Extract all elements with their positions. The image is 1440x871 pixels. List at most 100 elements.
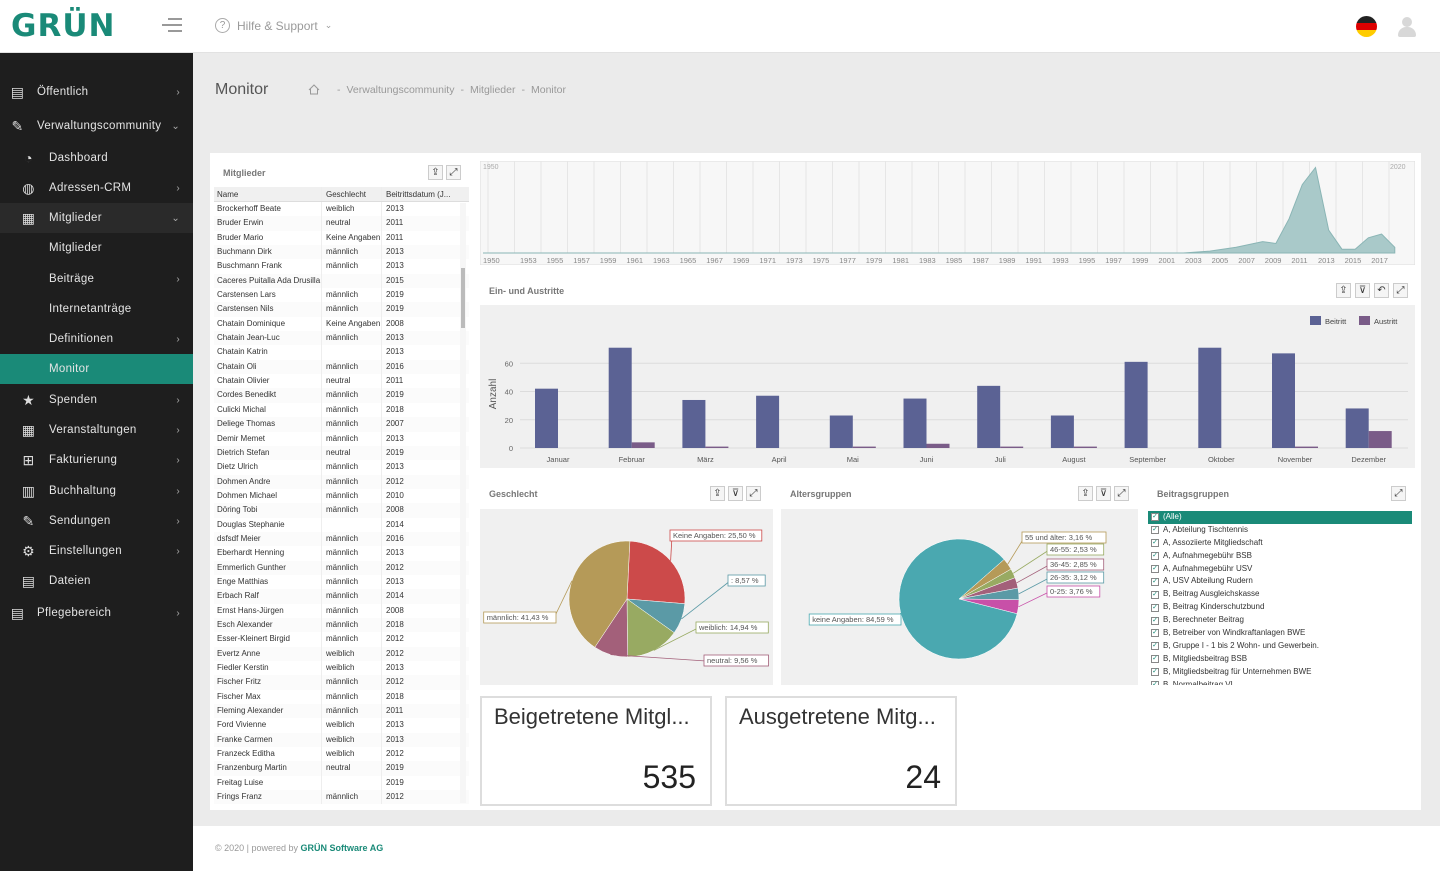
table-row[interactable]: Döring Tobi männlich 2008 bbox=[214, 503, 469, 518]
checkbox[interactable]: ✓ bbox=[1151, 526, 1159, 535]
table-row[interactable]: Deliege Thomas männlich 2007 bbox=[214, 417, 469, 432]
list-item[interactable]: ✓ (Alle) bbox=[1148, 511, 1412, 524]
sidebar-item-buchhaltung[interactable]: ▥ Buchhaltung › bbox=[0, 476, 193, 506]
sidebar-item-definitionen[interactable]: Definitionen › bbox=[0, 324, 193, 354]
table-row[interactable]: Evertz Anne weiblich 2012 bbox=[214, 646, 469, 661]
list-item[interactable]: ✓ B, Mitgliedsbeitrag für Unternehmen BWE bbox=[1148, 666, 1412, 679]
table-row[interactable]: Caceres Puitalla Ada Drusilla 2015 bbox=[214, 273, 469, 289]
table-row[interactable]: Bruder Erwin neutral 2011 bbox=[214, 216, 469, 231]
left-members-card[interactable]: Ausgetretene Mitg... 24 bbox=[725, 696, 957, 806]
table-row[interactable]: Erbach Ralf männlich 2014 bbox=[214, 589, 469, 604]
table-row[interactable]: Franke Carmen weiblich 2013 bbox=[214, 732, 469, 748]
list-item[interactable]: ✓ B, Normalbeitrag VL bbox=[1148, 679, 1412, 685]
table-row[interactable]: Franzenburg Martin neutral 2019 bbox=[214, 761, 469, 776]
column-header-entry-date[interactable]: Beitrittsdatum (J... bbox=[386, 190, 451, 199]
fullscreen-icon[interactable]: ⤢ bbox=[446, 165, 461, 180]
table-row[interactable]: Frings Franz männlich 2012 bbox=[214, 790, 469, 805]
table-row[interactable]: Dohmen Michael männlich 2010 bbox=[214, 488, 469, 504]
filter-icon[interactable]: ⊽ bbox=[1355, 283, 1370, 298]
checkbox[interactable]: ✓ bbox=[1151, 616, 1159, 625]
table-row[interactable]: Demir Memet männlich 2013 bbox=[214, 431, 469, 446]
home-icon[interactable] bbox=[308, 84, 320, 95]
checkbox[interactable]: ✓ bbox=[1151, 642, 1159, 651]
sidebar-item-pflegebereich[interactable]: ▤ Pflegebereich › bbox=[0, 598, 193, 628]
grid-scrollbar[interactable] bbox=[460, 203, 466, 803]
table-row[interactable]: Ford Vivienne weiblich 2013 bbox=[214, 718, 469, 733]
table-row[interactable]: Chatain Jean-Luc männlich 2013 bbox=[214, 331, 469, 346]
table-row[interactable]: Franzeck Editha weiblich 2012 bbox=[214, 747, 469, 762]
export-icon[interactable]: ⇪ bbox=[428, 165, 443, 180]
column-header-name[interactable]: Name bbox=[214, 187, 322, 201]
table-row[interactable]: dsfsdf Meier männlich 2016 bbox=[214, 531, 469, 547]
age-pie-chart[interactable]: 55 und älter: 3,16 % 46-55: 2,53 % 36-45: … bbox=[781, 509, 1138, 685]
fullscreen-icon[interactable]: ⤢ bbox=[1114, 486, 1129, 501]
column-header-gender[interactable]: Geschlecht bbox=[322, 187, 382, 201]
checkbox[interactable]: ✓ bbox=[1151, 590, 1159, 599]
sidebar-item-sendungen[interactable]: ✎ Sendungen › bbox=[0, 506, 193, 536]
table-row[interactable]: Dietrich Stefan neutral 2019 bbox=[214, 445, 469, 461]
sidebar-item-dashboard[interactable]: ◔ Dashboard bbox=[0, 143, 193, 173]
list-item[interactable]: ✓ B, Mitgliedsbeitrag BSB bbox=[1148, 653, 1412, 666]
sidebar-item-mitglieder[interactable]: ▦ Mitglieder ⌄ bbox=[0, 203, 193, 233]
sidebar-item-veranstaltungen[interactable]: ▦ Veranstaltungen › bbox=[0, 415, 193, 445]
table-row[interactable]: Carstensen Lars männlich 2019 bbox=[214, 288, 469, 303]
table-row[interactable]: Dietz Ulrich männlich 2013 bbox=[214, 460, 469, 475]
export-icon[interactable]: ⇪ bbox=[710, 486, 725, 501]
checkbox[interactable]: ✓ bbox=[1151, 655, 1159, 664]
list-item[interactable]: ✓ A, Assoziierte Mitgliedschaft bbox=[1148, 537, 1412, 550]
table-row[interactable]: Fischer Max männlich 2018 bbox=[214, 689, 469, 705]
table-row[interactable]: Chatain Oli männlich 2016 bbox=[214, 359, 469, 375]
sidebar-item-fakturierung[interactable]: ⊞ Fakturierung › bbox=[0, 445, 193, 475]
list-item[interactable]: ✓ B, Beitrag Ausgleichskasse bbox=[1148, 588, 1412, 601]
table-row[interactable]: Douglas Stephanie 2014 bbox=[214, 517, 469, 532]
breadcrumb-item[interactable]: Monitor bbox=[531, 84, 567, 96]
sidebar-item-dateien[interactable]: ▤ Dateien bbox=[0, 566, 193, 596]
list-item[interactable]: ✓ A, Aufnahmegebühr USV bbox=[1148, 563, 1412, 576]
checkbox[interactable]: ✓ bbox=[1151, 513, 1159, 522]
logo[interactable]: GRÜN bbox=[11, 8, 116, 44]
fullscreen-icon[interactable]: ⤢ bbox=[746, 486, 761, 501]
gender-pie-chart[interactable]: Keine Angaben: 25,50 %: 8,57 % weiblich: … bbox=[480, 509, 773, 685]
table-row[interactable]: Esch Alexander männlich 2018 bbox=[214, 617, 469, 633]
sidebar-item-internetanträge[interactable]: Internetanträge bbox=[0, 294, 193, 324]
export-icon[interactable]: ⇪ bbox=[1078, 486, 1093, 501]
list-item[interactable]: ✓ B, Betreiber von Windkraftanlagen BWE bbox=[1148, 627, 1412, 640]
sidebar-item-adressen-crm[interactable]: ◍ Adressen-CRM › bbox=[0, 173, 193, 203]
table-row[interactable]: Emmerlich Gunther männlich 2012 bbox=[214, 560, 469, 575]
table-row[interactable]: Esser-Kleinert Birgid männlich 2012 bbox=[214, 632, 469, 647]
german-flag-icon[interactable] bbox=[1356, 16, 1377, 37]
checkbox[interactable]: ✓ bbox=[1151, 577, 1159, 586]
table-row[interactable]: Chatain Katrin 2013 bbox=[214, 345, 469, 360]
table-row[interactable]: Enge Matthias männlich 2013 bbox=[214, 574, 469, 590]
table-row[interactable]: Bruder Mario Keine Angaben 2011 bbox=[214, 230, 469, 246]
fullscreen-icon[interactable]: ⤢ bbox=[1393, 283, 1408, 298]
list-item[interactable]: ✓ B, Gruppe I - 1 bis 2 Wohn- und Gewerbe… bbox=[1148, 640, 1412, 653]
table-row[interactable]: Chatain Dominique Keine Angaben 2008 bbox=[214, 316, 469, 332]
table-row[interactable]: Brockerhoff Beate weiblich 2013 bbox=[214, 202, 469, 217]
table-row[interactable]: Eberhardt Henning männlich 2013 bbox=[214, 546, 469, 561]
breadcrumb-item[interactable]: Verwaltungscommunity bbox=[346, 84, 455, 96]
joined-members-card[interactable]: Beigetretene Mitgl... 535 bbox=[480, 696, 712, 806]
sidebar-item-mitglieder[interactable]: Mitglieder bbox=[0, 233, 193, 263]
checkbox[interactable]: ✓ bbox=[1151, 629, 1159, 638]
footer-brand-link[interactable]: GRÜN Software AG bbox=[300, 843, 384, 853]
list-item[interactable]: ✓ B, Berechneter Beitrag bbox=[1148, 614, 1412, 627]
table-row[interactable]: Carstensen Nils männlich 2019 bbox=[214, 302, 469, 317]
checkbox[interactable]: ✓ bbox=[1151, 668, 1159, 677]
checkbox[interactable]: ✓ bbox=[1151, 565, 1159, 573]
table-row[interactable]: Cordes Benedikt männlich 2019 bbox=[214, 388, 469, 403]
list-item[interactable]: ✓ A, Abteilung Tischtennis bbox=[1148, 524, 1412, 537]
list-item[interactable]: ✓ B, Beitrag Kinderschutzbund bbox=[1148, 601, 1412, 614]
timeline-chart[interactable]: 1950 1953 1955 1957 1959 1961 1963 1965 1967 1969… bbox=[480, 161, 1415, 265]
list-item[interactable]: ✓ A, Aufnahmegebühr BSB bbox=[1148, 550, 1412, 563]
table-row[interactable]: Fischer Fritz männlich 2012 bbox=[214, 675, 469, 690]
table-row[interactable]: Dohmen Andre männlich 2012 bbox=[214, 474, 469, 489]
table-row[interactable]: Fiedler Kerstin weiblich 2013 bbox=[214, 661, 469, 676]
table-row[interactable]: Fleming Alexander männlich 2011 bbox=[214, 704, 469, 719]
filter-icon[interactable]: ⊽ bbox=[728, 486, 743, 501]
sidebar-item-öffentlich[interactable]: ▤ Öffentlich › bbox=[0, 77, 193, 107]
checkbox[interactable]: ✓ bbox=[1151, 539, 1159, 548]
table-row[interactable]: Buchmann Dirk männlich 2013 bbox=[214, 245, 469, 260]
filter-icon[interactable]: ⊽ bbox=[1096, 486, 1111, 501]
table-row[interactable]: Buschmann Frank männlich 2013 bbox=[214, 259, 469, 274]
